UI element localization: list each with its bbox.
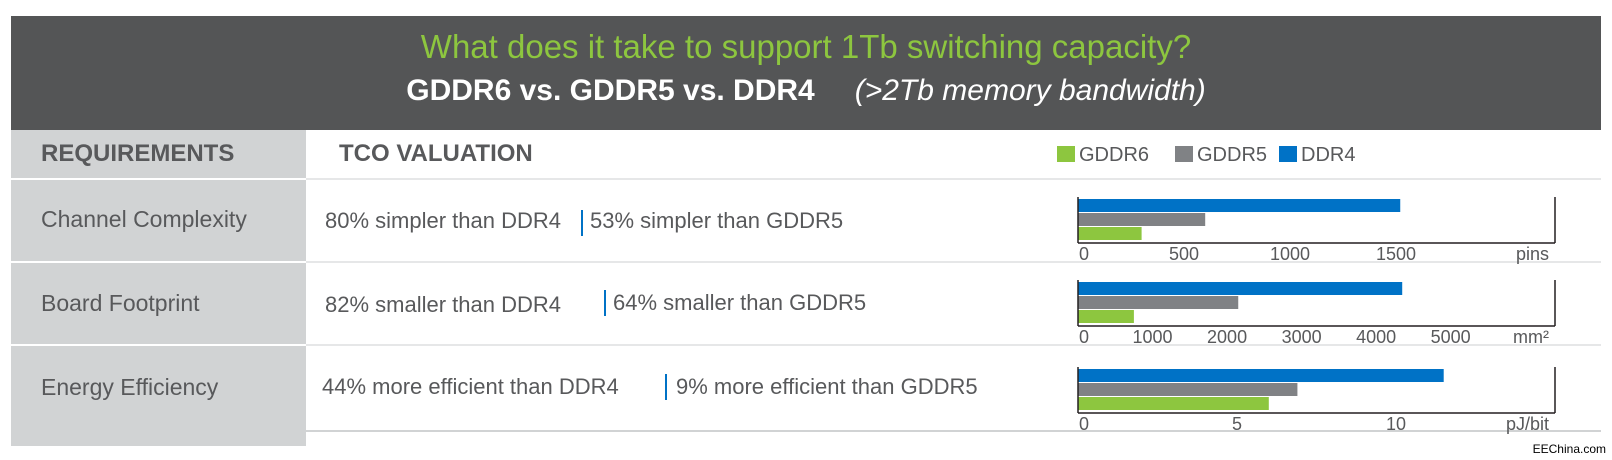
x-tick-label: 0 — [1079, 327, 1089, 347]
x-tick-label: 10 — [1386, 414, 1406, 434]
bar-ddr4 — [1078, 369, 1444, 382]
row-text-vs-gddr5: 53% simpler than GDDR5 — [590, 208, 844, 233]
bar-gddr5 — [1078, 213, 1206, 226]
bar-gddr6 — [1078, 397, 1269, 410]
row-divider — [11, 178, 306, 180]
x-tick-label: 2000 — [1207, 327, 1247, 347]
x-tick-label: 500 — [1169, 244, 1199, 264]
legend-swatch — [1279, 146, 1297, 162]
title-banner: What does it take to support 1Tb switchi… — [11, 16, 1601, 130]
legend-label: GDDR5 — [1197, 144, 1268, 166]
row-divider — [11, 344, 306, 346]
x-tick-label: 1500 — [1376, 244, 1416, 264]
x-unit-label: mm² — [1513, 327, 1549, 347]
legend-item-ddr4: DDR4 — [1279, 144, 1355, 167]
x-tick-label: 5 — [1232, 414, 1242, 434]
bar-gddr5 — [1078, 383, 1298, 396]
x-tick-label: 4000 — [1356, 327, 1396, 347]
legend-item-gddr6: GDDR6 — [1057, 144, 1149, 167]
legend-label: GDDR6 — [1079, 144, 1150, 166]
subtitle-paren: (>2Tb memory bandwidth) — [854, 74, 1206, 107]
row-label-board-footprint: Board Footprint — [41, 290, 200, 316]
row-divider — [11, 261, 1601, 263]
row-label-channel-complexity: Channel Complexity — [41, 206, 247, 232]
legend-swatch — [1057, 146, 1075, 162]
legend-label: DDR4 — [1301, 144, 1356, 166]
requirements-column — [11, 130, 306, 446]
chart-title: What does it take to support 1Tb switchi… — [420, 28, 1192, 65]
x-unit-label: pJ/bit — [1506, 414, 1549, 434]
text-separator — [581, 210, 583, 236]
row-text-vs-ddr4: 80% simpler than DDR4 — [325, 208, 561, 233]
bar-gddr6 — [1078, 227, 1142, 240]
row-text-vs-ddr4: 44% more efficient than DDR4 — [322, 374, 619, 399]
bar-ddr4 — [1078, 282, 1403, 295]
row-divider — [306, 430, 1601, 432]
chart-subtitle: GDDR6 vs. GDDR5 vs. DDR4 (>2Tb memory ban… — [11, 74, 1601, 108]
row-text-vs-gddr5: 64% smaller than GDDR5 — [613, 290, 867, 315]
bar-ddr4 — [1078, 199, 1401, 212]
row-label-energy-efficiency: Energy Efficiency — [41, 374, 219, 400]
row-divider — [11, 344, 1601, 346]
legend-item-gddr5: GDDR5 — [1175, 144, 1267, 167]
legend-swatch — [1175, 146, 1193, 162]
text-separator — [665, 374, 667, 400]
row-text-vs-gddr5: 9% more efficient than GDDR5 — [676, 374, 978, 399]
x-tick-label: 1000 — [1270, 244, 1310, 264]
bar-gddr6 — [1078, 310, 1134, 323]
text-separator — [604, 290, 606, 316]
x-tick-label: 5000 — [1431, 327, 1471, 347]
row-divider — [11, 178, 1601, 180]
x-tick-label: 0 — [1079, 414, 1089, 434]
comparison-table: REQUIREMENTS TCO VALUATION GDDR6 GDDR5 D… — [11, 130, 1601, 446]
x-tick-label: 0 — [1079, 244, 1089, 264]
row-text-vs-ddr4: 82% smaller than DDR4 — [325, 292, 561, 317]
x-unit-label: pins — [1516, 244, 1549, 264]
x-tick-label: 1000 — [1133, 327, 1173, 347]
watermark: EEChina.com — [1532, 442, 1606, 456]
subtitle-main: GDDR6 vs. GDDR5 vs. DDR4 — [406, 74, 815, 107]
tco-header: TCO VALUATION — [339, 140, 533, 167]
requirements-header: REQUIREMENTS — [41, 140, 235, 167]
row-divider — [11, 261, 306, 263]
x-tick-label: 3000 — [1282, 327, 1322, 347]
bar-gddr5 — [1078, 296, 1239, 309]
